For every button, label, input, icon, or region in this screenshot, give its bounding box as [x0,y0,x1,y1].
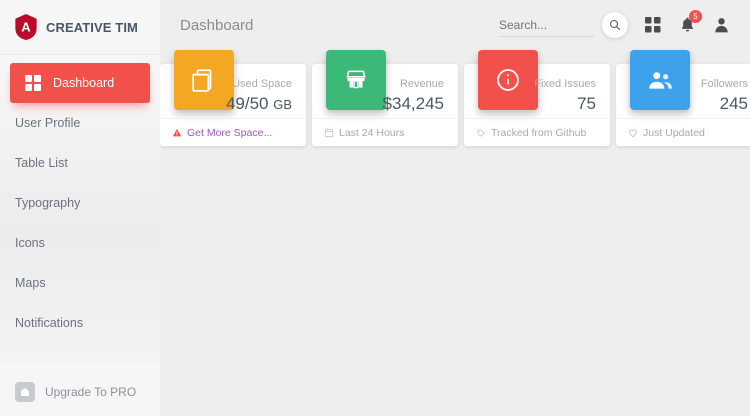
svg-text:A: A [21,20,31,35]
